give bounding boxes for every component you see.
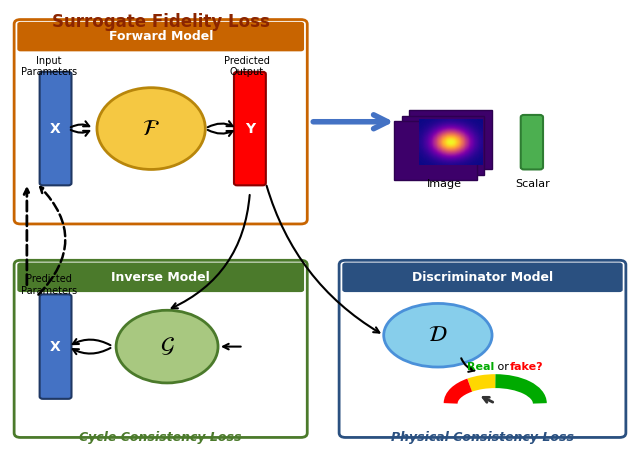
Text: X: X [50, 122, 61, 136]
Text: Image: Image [427, 179, 461, 189]
Text: or: or [494, 362, 513, 372]
Text: Predicted
Output: Predicted Output [224, 56, 269, 78]
Text: Forward Model: Forward Model [109, 30, 213, 43]
Ellipse shape [384, 303, 492, 367]
FancyBboxPatch shape [14, 260, 307, 437]
Ellipse shape [97, 88, 205, 170]
FancyBboxPatch shape [401, 116, 484, 175]
Text: Inverse Model: Inverse Model [111, 271, 210, 284]
Text: $\mathcal{G}$: $\mathcal{G}$ [159, 336, 175, 357]
Text: Surrogate Fidelity Loss: Surrogate Fidelity Loss [52, 13, 269, 31]
Text: Real: Real [467, 362, 494, 372]
Text: $\mathcal{F}$: $\mathcal{F}$ [142, 118, 160, 138]
Text: fake?: fake? [510, 362, 543, 372]
Text: Y: Y [245, 122, 255, 136]
FancyBboxPatch shape [394, 121, 477, 181]
Bar [349, 277, 616, 290]
FancyBboxPatch shape [342, 263, 623, 292]
FancyBboxPatch shape [14, 20, 307, 224]
FancyBboxPatch shape [521, 115, 543, 170]
Bar [24, 277, 298, 290]
Text: Physical Consistency Loss: Physical Consistency Loss [391, 431, 574, 444]
Text: X: X [50, 340, 61, 354]
Text: Predicted
Parameters: Predicted Parameters [21, 274, 77, 296]
Bar [24, 37, 298, 49]
Ellipse shape [116, 310, 218, 383]
FancyBboxPatch shape [234, 72, 266, 186]
FancyBboxPatch shape [17, 263, 304, 292]
FancyBboxPatch shape [40, 294, 72, 399]
Text: $\mathcal{D}$: $\mathcal{D}$ [428, 325, 447, 345]
Text: Scalar: Scalar [515, 179, 550, 189]
Text: Cycle Consistency Loss: Cycle Consistency Loss [79, 431, 242, 444]
Text: Input
Parameters: Input Parameters [21, 56, 77, 78]
FancyBboxPatch shape [339, 260, 626, 437]
FancyBboxPatch shape [40, 72, 72, 186]
FancyBboxPatch shape [17, 22, 304, 51]
Text: Discriminator Model: Discriminator Model [412, 271, 553, 284]
FancyBboxPatch shape [409, 111, 492, 170]
